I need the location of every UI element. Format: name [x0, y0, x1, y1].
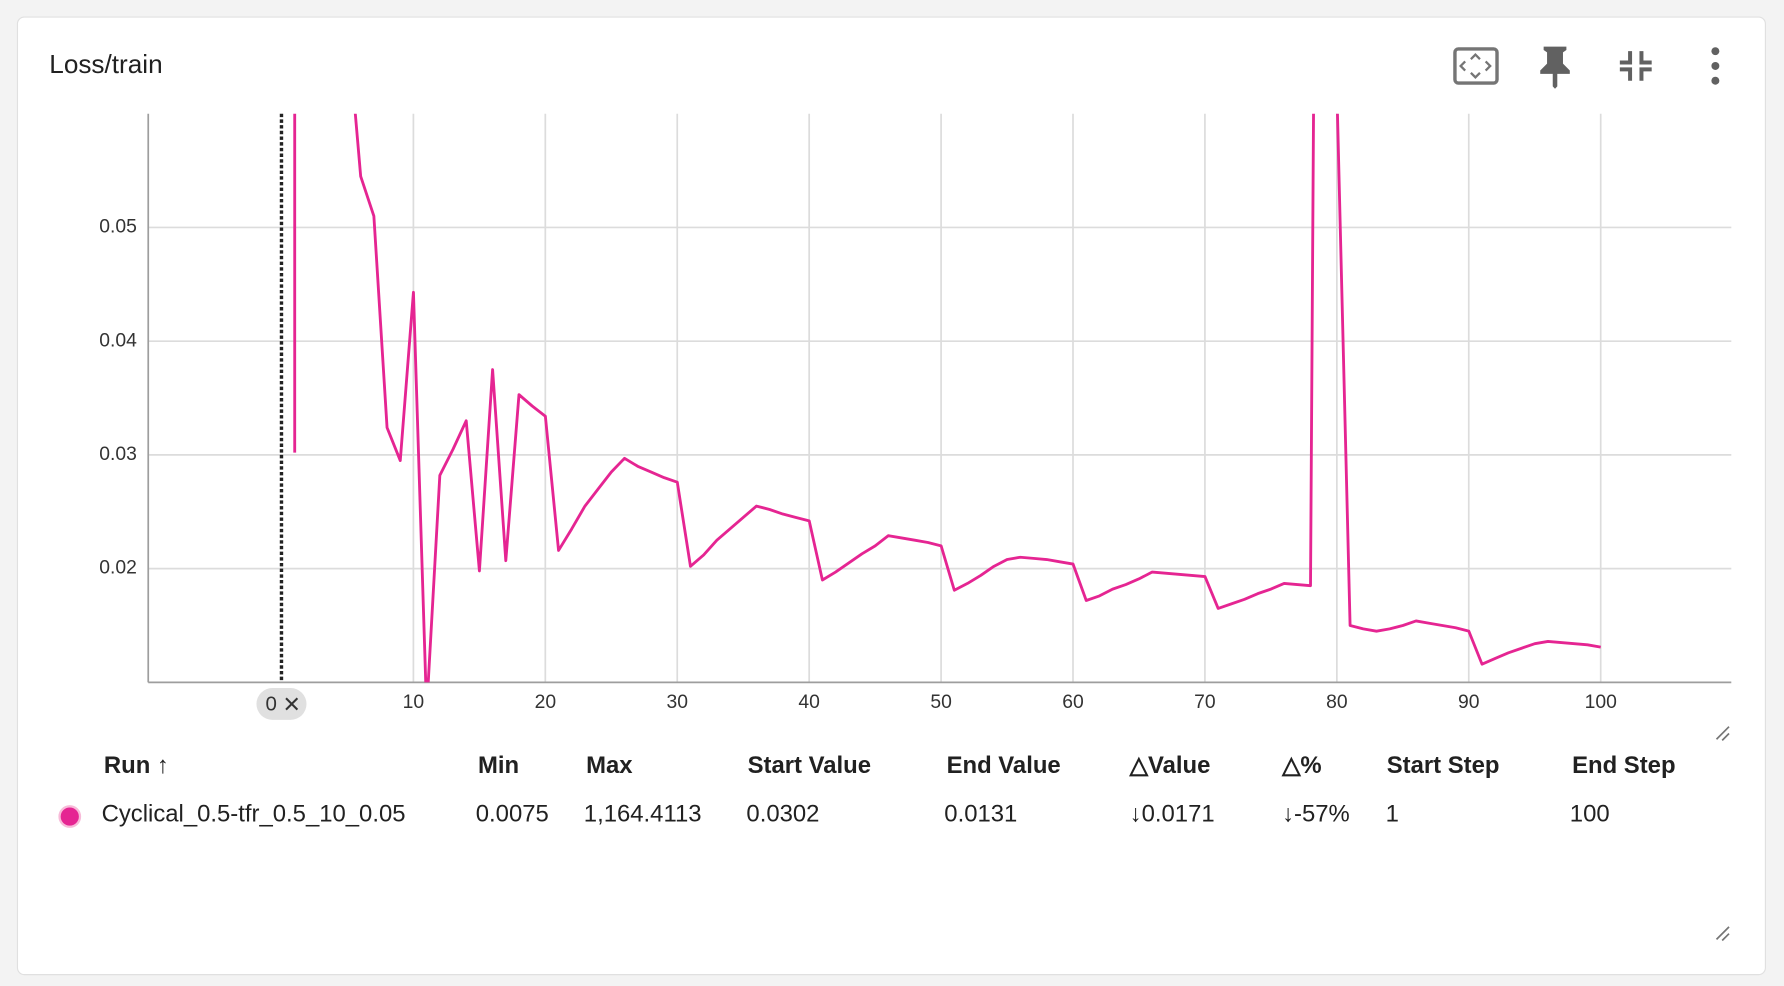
table-cell: ↓-57% [1282, 801, 1350, 828]
column-header[interactable]: End Step [1572, 752, 1675, 779]
x-tick-label: 90 [1458, 692, 1480, 713]
x-tick-label: 20 [535, 692, 557, 713]
table-cell: ↓0.0171 [1130, 801, 1215, 828]
x-tick-label: 100 [1585, 692, 1617, 713]
y-tick-label: 0.03 [99, 444, 137, 465]
column-header[interactable]: △Value [1129, 752, 1211, 779]
table-cell: Cyclical_0.5-tfr_0.5_10_0.05 [102, 801, 406, 828]
card-title: Loss/train [49, 49, 162, 79]
column-header[interactable]: Min [478, 752, 519, 779]
plot: 0.02 0.03 0.04 0.05 10 20 30 40 50 60 70 80 90 100 0 [99, 113, 1732, 720]
x-tick-label: 80 [1326, 692, 1348, 713]
card [16, 16, 1766, 976]
resize-handle[interactable] [1715, 726, 1730, 741]
column-header[interactable]: △% [1281, 752, 1322, 779]
column-header[interactable]: Start Step [1387, 752, 1500, 779]
table-cell: 1,164.4113 [584, 801, 702, 828]
collapse-button[interactable] [1619, 51, 1652, 81]
y-tick-label: 0.05 [99, 217, 137, 238]
table-cell: 0.0302 [746, 801, 819, 828]
table-cell: 100 [1570, 801, 1610, 828]
pin-button[interactable] [1540, 46, 1570, 89]
x-tick-label: 70 [1194, 692, 1216, 713]
table-cell: 0.0131 [944, 801, 1017, 828]
step-marker-chip[interactable] [256, 688, 307, 720]
y-tick-label: 0.04 [99, 330, 137, 351]
step-marker-remove[interactable] [285, 697, 299, 711]
data-table: Run ↑ Min Max Start Value End Value △Value △% S… [58, 752, 1676, 828]
more-menu[interactable] [1711, 47, 1720, 85]
column-header[interactable]: End Value [947, 752, 1061, 779]
y-tick-label: 0.02 [99, 558, 137, 579]
column-header[interactable]: Max [586, 752, 633, 779]
x-tick-label: 50 [930, 692, 951, 713]
x-tick-label: 30 [666, 692, 687, 713]
table-cell: 0.0075 [476, 801, 549, 828]
run-color [58, 805, 82, 828]
column-header[interactable]: Run ↑ [104, 752, 169, 779]
step-marker-label: 0 [266, 693, 277, 716]
fit-button[interactable] [1453, 47, 1499, 85]
x-tick-label: 40 [798, 692, 819, 713]
x-tick-label: 60 [1062, 692, 1084, 713]
table-cell: 1 [1386, 801, 1399, 828]
column-header[interactable]: Start Value [748, 752, 871, 779]
resize-handle[interactable] [1715, 926, 1730, 942]
x-tick-label: 10 [403, 692, 425, 713]
